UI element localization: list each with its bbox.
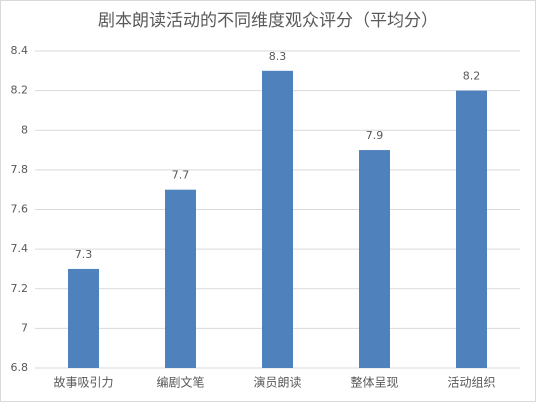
value-label: 7.7: [172, 169, 190, 182]
bar: [456, 90, 487, 368]
value-label: 7.3: [75, 248, 93, 261]
y-tick-label: 7.2: [11, 282, 29, 295]
x-tick-label: 演员朗读: [253, 375, 301, 390]
y-tick-label: 6.8: [11, 361, 29, 374]
bar: [262, 70, 293, 368]
value-label: 8.2: [463, 70, 481, 83]
x-tick-label: 活动组织: [447, 376, 495, 390]
bar: [68, 268, 99, 368]
value-label: 7.9: [366, 129, 384, 142]
y-tick-label: 8: [21, 123, 28, 136]
value-label: 8.3: [269, 50, 287, 63]
y-tick-label: 7.6: [11, 203, 29, 216]
y-tick-label: 7: [21, 321, 28, 334]
y-tick-label: 8.2: [11, 84, 29, 97]
y-tick-label: 7.8: [11, 163, 29, 176]
chart-title: 剧本朗读活动的不同维度观众评分（平均分）: [98, 11, 438, 31]
x-tick-label: 整体呈现: [350, 375, 398, 390]
bar: [165, 189, 196, 368]
x-tick-label: 编剧文笔: [156, 375, 204, 390]
y-tick-label: 7.4: [11, 242, 29, 255]
bar: [359, 150, 390, 368]
x-tick-label: 故事吸引力: [53, 375, 113, 390]
y-tick-label: 8.4: [11, 44, 29, 57]
